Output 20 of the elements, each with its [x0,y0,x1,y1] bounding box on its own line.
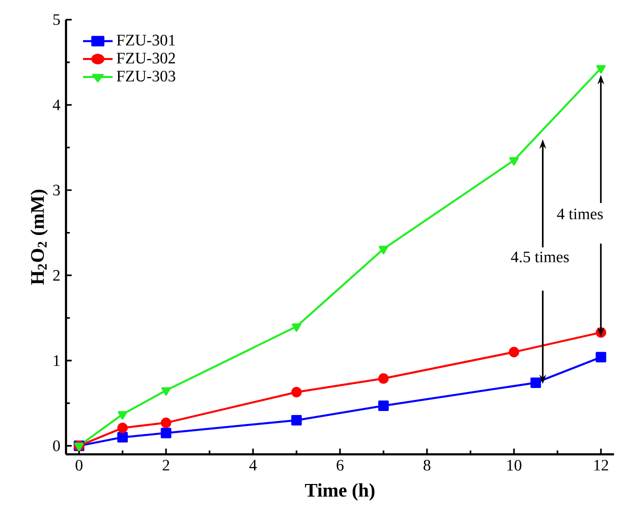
legend-label: FZU-301 [116,34,175,46]
x-axis-title: Time (h) [305,483,374,501]
y-tick-label: 3 [53,184,60,196]
x-tick-label: 2 [162,460,170,470]
legend-label: FZU-302 [116,52,175,64]
annotation: 4 times [557,208,603,220]
x-tick-label: 0 [76,460,82,471]
y-tick-label: 0 [53,440,60,452]
y-tick-label: 5 [53,14,60,25]
annotation: 4.5 times [511,252,569,262]
y-tick-label: 1 [54,355,60,366]
x-tick-label: 6 [336,460,344,471]
legend-label: FZU-303 [116,70,176,82]
y-tick-label: 2 [53,270,60,281]
y-axis-title: H$_{2}$O$_{2}$ (mM) [30,190,48,285]
x-tick-label: 4 [249,460,257,470]
x-tick-label: 8 [424,460,430,471]
y-tick-label: 4 [52,100,60,110]
x-tick-label: 12 [594,460,608,470]
x-tick-label: 10 [507,460,522,471]
